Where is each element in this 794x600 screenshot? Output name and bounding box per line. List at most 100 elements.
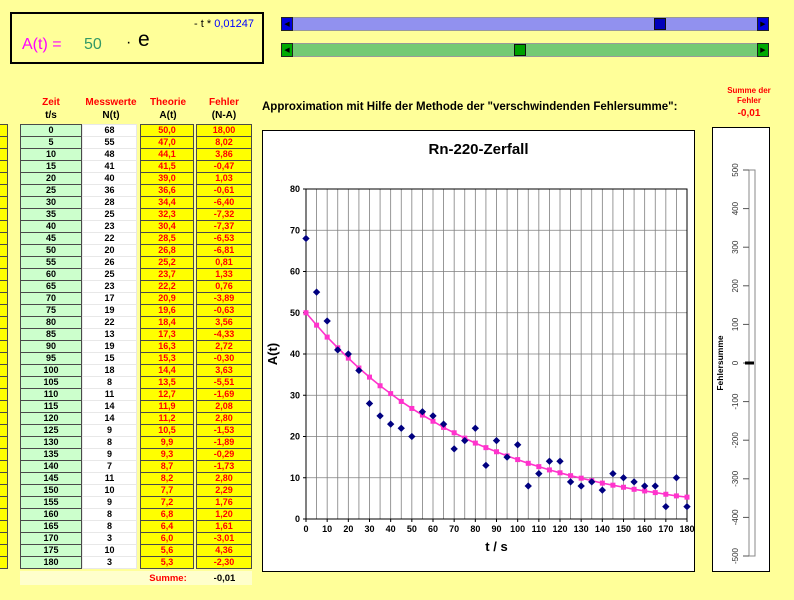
error-sum-plot: 500 400 300 200 100 0 -100 -200 -300 -400 -500 Fehl…	[715, 163, 756, 564]
error-sum-label-1: Summe der	[727, 86, 771, 95]
coefficient-scrollbar[interactable]: ◀ ▶	[281, 17, 769, 31]
table-cell[interactable]: 180	[20, 556, 82, 569]
error-y-axis-title: Fehlersumme	[715, 335, 725, 391]
svg-text:-100: -100	[731, 393, 740, 410]
table-row: 165 8 6,4 1,61	[20, 520, 252, 533]
svg-text:40: 40	[386, 524, 396, 534]
svg-text:400: 400	[731, 201, 740, 215]
svg-text:100: 100	[510, 524, 525, 534]
svg-text:-400: -400	[731, 509, 740, 526]
table-row: 30 28 34,4 -6,40	[20, 196, 252, 209]
col-messwerte-unit: N(t)	[102, 110, 120, 121]
table-row: 15 41 41,5 -0,47	[20, 160, 252, 173]
col-zeit-title: Zeit	[42, 97, 60, 108]
coefficient-scrollbar-thumb[interactable]	[653, 18, 666, 30]
table-cell[interactable]: 1,03	[196, 172, 252, 185]
svg-text:0: 0	[295, 514, 300, 524]
table-cell[interactable]: 3	[82, 556, 137, 569]
error-sum-label-2: Fehler	[736, 96, 761, 105]
svg-text:60: 60	[290, 267, 300, 277]
col-fehler-title: Fehler	[208, 97, 239, 108]
svg-text:90: 90	[491, 524, 501, 534]
summe-label: Summe:	[149, 573, 187, 584]
error-sum-box: Summe der Fehler -0,01	[710, 86, 788, 119]
formula-lhs: A(t) =	[22, 36, 62, 53]
scrollbar-right-arrow-icon[interactable]: ▶	[757, 17, 769, 31]
chart-title: Rn-220-Zerfall	[428, 141, 529, 158]
svg-text:20: 20	[343, 524, 353, 534]
formula-base-e: e	[138, 28, 150, 51]
scrollbar-left-arrow-icon[interactable]: ◀	[281, 17, 293, 31]
svg-text:140: 140	[595, 524, 610, 534]
error-axis-labels: 500 400 300 200 100 0 -100 -200 -300 -400 -500	[731, 163, 749, 564]
svg-text:50: 50	[407, 524, 417, 534]
svg-text:80: 80	[290, 184, 300, 194]
svg-text:50: 50	[290, 308, 300, 318]
svg-text:170: 170	[658, 524, 673, 534]
svg-text:0: 0	[303, 524, 308, 534]
formula-exponent-value-cell[interactable]: 0,01247	[214, 18, 254, 30]
exponent-scrollbar[interactable]: ◀ ▶	[281, 43, 769, 57]
svg-text:80: 80	[470, 524, 480, 534]
error-sum-chart[interactable]: 500 400 300 200 100 0 -100 -200 -300 -400 -500 Fehl…	[712, 127, 770, 572]
svg-text:200: 200	[731, 279, 740, 293]
left-edge-cells	[0, 124, 8, 569]
svg-text:180: 180	[679, 524, 694, 534]
table-header: Zeit Messwerte Theorie Fehler t/s N(t) A…	[20, 96, 252, 122]
decay-chart[interactable]: 0 10 20 30 40 50 60 70 80 90 100 110 120 130 140 150 160…	[262, 130, 695, 572]
error-sum-marker	[745, 361, 754, 365]
table-cell[interactable]: -1,69	[196, 388, 252, 401]
svg-text:150: 150	[616, 524, 631, 534]
summe-row: Summe: -0,01	[20, 571, 252, 585]
svg-text:100: 100	[731, 317, 740, 331]
table-row: 100 18 14,4 3,63	[20, 364, 252, 377]
svg-text:160: 160	[637, 524, 652, 534]
table-cell[interactable]: 15	[20, 160, 82, 173]
col-fehler-unit: (N-A)	[211, 110, 237, 121]
table-row: 105 8 13,5 -5,51	[20, 376, 252, 389]
table-cell[interactable]: 9	[82, 424, 137, 437]
table-row: 110 11 12,7 -1,69	[20, 388, 252, 401]
edge-cell	[0, 556, 8, 569]
exponent-scrollbar-thumb[interactable]	[514, 44, 527, 56]
table-cell[interactable]: -2,30	[196, 556, 252, 569]
table-row: 20 40 39,0 1,03	[20, 172, 252, 185]
table-cell[interactable]: 2,08	[196, 400, 252, 413]
svg-text:110: 110	[532, 524, 547, 534]
formula-exponent: - t * 0,01247	[194, 18, 254, 30]
svg-text:20: 20	[290, 432, 300, 442]
svg-text:10: 10	[290, 473, 300, 483]
y-axis-title: A(t)	[265, 343, 280, 365]
svg-text:130: 130	[574, 524, 589, 534]
table-row: 170 3 6,0 -3,01	[20, 532, 252, 545]
scrollbar-right-arrow-icon[interactable]: ▶	[757, 43, 769, 57]
coefficient-scrollbar-track[interactable]	[293, 17, 757, 31]
svg-text:-200: -200	[731, 432, 740, 449]
table-cell[interactable]: 5,3	[140, 556, 194, 569]
formula-coefficient-cell[interactable]: 50	[84, 36, 102, 53]
error-sum-value: -0,01	[737, 108, 761, 119]
col-theorie-title: Theorie	[149, 97, 187, 108]
summe-value-cell[interactable]: -0,01	[213, 573, 236, 584]
svg-text:-500: -500	[731, 547, 740, 564]
table-cell[interactable]: 65	[20, 280, 82, 293]
svg-text:120: 120	[552, 524, 567, 534]
col-zeit-unit: t/s	[45, 110, 57, 121]
exponent-scrollbar-track[interactable]	[293, 43, 757, 57]
svg-text:10: 10	[322, 524, 332, 534]
scrollbar-left-arrow-icon[interactable]: ◀	[281, 43, 293, 57]
svg-text:30: 30	[290, 390, 300, 400]
svg-text:70: 70	[290, 225, 300, 235]
svg-text:60: 60	[428, 524, 438, 534]
col-messwerte-title: Messwerte	[85, 97, 137, 108]
svg-text:0: 0	[731, 360, 740, 365]
gridlines	[305, 188, 688, 520]
table-row: 50 20 26,8 -6,81	[20, 244, 252, 257]
axis-labels: 0 10 20 30 40 50 60 70 80 90 100 110 120 130 140 150 160…	[290, 184, 694, 534]
formula-box: A(t) = 50 · e - t * 0,01247	[10, 12, 264, 64]
table-cell[interactable]: -6,40	[196, 196, 252, 209]
formula-operator: ·	[126, 34, 132, 51]
x-axis-title: t / s	[485, 539, 507, 554]
svg-text:500: 500	[731, 163, 740, 177]
